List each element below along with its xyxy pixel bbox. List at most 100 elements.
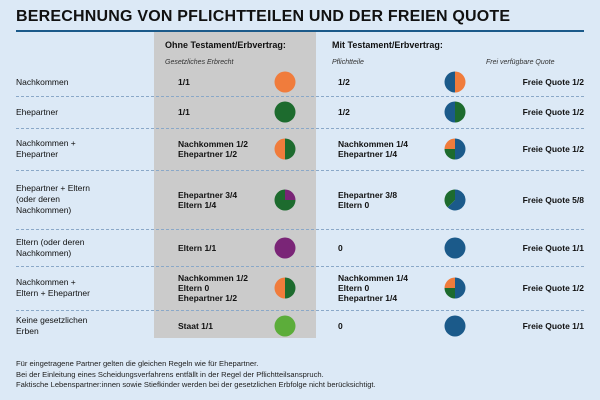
title-divider: [16, 30, 584, 32]
footnote: Bei der Einleitung eines Scheidungsverfa…: [16, 369, 324, 379]
free-quote-value: Freie Quote 1/1: [522, 242, 584, 253]
heir-group-label-line: Nachkommen +: [16, 138, 76, 148]
legal-share-pie-chart: [274, 101, 296, 123]
compulsory-share-pie: [444, 138, 466, 160]
compulsory-share-line: Ehepartner 1/4: [338, 149, 398, 159]
heir-group-label: Ehepartner: [16, 107, 58, 118]
pie-slice-ehepartner: [455, 101, 466, 123]
heir-group-label-line: Eltern + Ehepartner: [16, 288, 90, 298]
header-with-will: Mit Testament/Erbvertrag:: [332, 40, 443, 50]
subheader-legal-succession: Gesetzliches Erbrecht: [165, 59, 234, 66]
table-row: Eltern (oder deren Nachkommen) Eltern 1/1 0…: [16, 229, 584, 266]
pie-slice-nachkommen: [274, 138, 285, 160]
compulsory-share-pie-chart: [444, 315, 466, 337]
header-without-will: Ohne Testament/Erbvertrag:: [165, 40, 286, 50]
compulsory-share-values: Nachkommen 1/4 Eltern 0 Ehepartner 1/4: [338, 273, 408, 303]
row-divider: [16, 96, 584, 97]
pie-slice-freie_quote: [455, 277, 466, 299]
pie-slice-freie_quote: [444, 237, 466, 258]
subheader-compulsory-share: Pflichtteile: [332, 59, 364, 66]
compulsory-share-values: 0: [338, 243, 343, 253]
pie-slice-eltern: [274, 237, 296, 258]
pie-slice-freie_quote: [444, 71, 455, 93]
compulsory-share-line: Eltern 0: [338, 283, 370, 293]
free-quote-value: Freie Quote 1/2: [522, 283, 584, 293]
pie-slice-ehepartner: [285, 138, 296, 160]
compulsory-share-values: Nachkommen 1/4 Ehepartner 1/4: [338, 139, 408, 159]
compulsory-share-line: 0: [338, 321, 343, 331]
legal-share-pie: [274, 189, 296, 211]
pie-slice-nachkommen: [444, 138, 455, 149]
legal-share-line: Ehepartner 1/2: [178, 149, 238, 159]
pie-slice-ehepartner: [274, 101, 296, 123]
heir-group-label-line: Ehepartner + Eltern: [16, 183, 90, 193]
table-row: Nachkommen + Ehepartner Nachkommen 1/2 Ehep…: [16, 128, 584, 170]
compulsory-share-values: 1/2: [338, 107, 350, 117]
pie-slice-ehepartner: [444, 288, 455, 299]
legal-share-line: Ehepartner 3/4: [178, 189, 238, 200]
free-quote-value: Freie Quote 1/1: [522, 321, 584, 331]
pie-slice-staat: [274, 315, 296, 337]
heir-group-label-line: Eltern (oder deren: [16, 236, 85, 247]
heir-group-label: Eltern (oder deren Nachkommen): [16, 237, 85, 259]
legal-share-pie-chart: [274, 189, 296, 210]
heir-group-label-line: Nachkommen: [16, 76, 69, 87]
compulsory-share-pie-chart: [444, 101, 466, 123]
legal-share-pie-chart: [274, 71, 296, 93]
heir-group-label: Keine gesetzlichen Erben: [16, 315, 87, 337]
compulsory-share-line: Ehepartner 3/8: [338, 189, 398, 200]
pie-slice-freie_quote: [447, 189, 466, 210]
compulsory-share-values: 0: [338, 321, 343, 331]
compulsory-share-values: 1/2: [338, 77, 350, 87]
heir-group-label-line: Ehepartner: [16, 106, 59, 117]
pie-slice-ehepartner: [444, 149, 455, 160]
row-divider: [16, 310, 584, 311]
compulsory-share-line: Nachkommen 1/4: [338, 273, 408, 283]
legal-share-line: 1/1: [178, 77, 190, 87]
compulsory-share-pie-chart: [444, 189, 466, 210]
legal-share-pie: [274, 237, 296, 259]
compulsory-share-line: Eltern 0: [338, 199, 370, 210]
table-row: Ehepartner + Eltern (oder deren Nachkommen…: [16, 170, 584, 229]
heir-group-label-line: Nachkommen +: [16, 277, 76, 287]
compulsory-share-pie-chart: [444, 237, 466, 258]
compulsory-share-pie: [444, 101, 466, 123]
legal-share-pie-chart: [274, 277, 296, 299]
legal-share-line: Nachkommen 1/2: [178, 273, 248, 283]
heir-group-label: Nachkommen + Ehepartner: [16, 138, 76, 160]
legal-share-line: Eltern 1/4: [178, 199, 217, 210]
compulsory-share-pie: [444, 237, 466, 259]
legal-share-line: Staat 1/1: [178, 321, 213, 331]
legal-share-values: Nachkommen 1/2 Ehepartner 1/2: [178, 139, 248, 159]
free-quote-value: Freie Quote 1/2: [522, 107, 584, 117]
footnotes: Für eingetragene Partner gelten die glei…: [16, 359, 376, 391]
legal-share-pie: [274, 101, 296, 123]
heir-group-label-line: Nachkommen): [16, 247, 72, 258]
pie-slice-freie_quote: [455, 138, 466, 160]
free-quote-value: Freie Quote 5/8: [522, 194, 584, 205]
table-row: Nachkommen + Eltern + Ehepartner Nachkomme…: [16, 266, 584, 310]
heir-group-label-line: Ehepartner: [16, 149, 59, 159]
row-divider: [16, 229, 584, 230]
legal-share-pie-chart: [274, 315, 296, 337]
legal-share-line: 1/1: [178, 107, 190, 117]
compulsory-share-pie-chart: [444, 71, 466, 93]
table-row: Nachkommen 1/1 1/2 Freie Quote 1/2: [16, 68, 584, 96]
heir-group-label-line: Keine gesetzlichen: [16, 315, 88, 325]
free-quote-value: Freie Quote 1/2: [522, 77, 584, 87]
compulsory-share-pie-chart: [444, 277, 466, 299]
pie-slice-nachkommen: [455, 71, 466, 93]
heir-group-label-line: Erben: [16, 326, 39, 336]
compulsory-share-pie: [444, 71, 466, 93]
footnote: Für eingetragene Partner gelten die glei…: [16, 359, 259, 368]
pie-slice-ehepartner: [444, 189, 455, 207]
compulsory-share-line: 0: [338, 242, 343, 253]
legal-share-values: 1/1: [178, 107, 190, 117]
footnote: Faktische Lebenspartner:innen sowie Stie…: [16, 380, 376, 389]
compulsory-share-line: Nachkommen 1/4: [338, 139, 408, 149]
pie-slice-freie_quote: [444, 101, 455, 123]
legal-share-pie: [274, 138, 296, 160]
heir-group-label: Nachkommen: [16, 77, 68, 88]
pie-slice-nachkommen: [274, 277, 285, 299]
subheader-free-quote: Frei verfügbare Quote: [486, 59, 555, 66]
